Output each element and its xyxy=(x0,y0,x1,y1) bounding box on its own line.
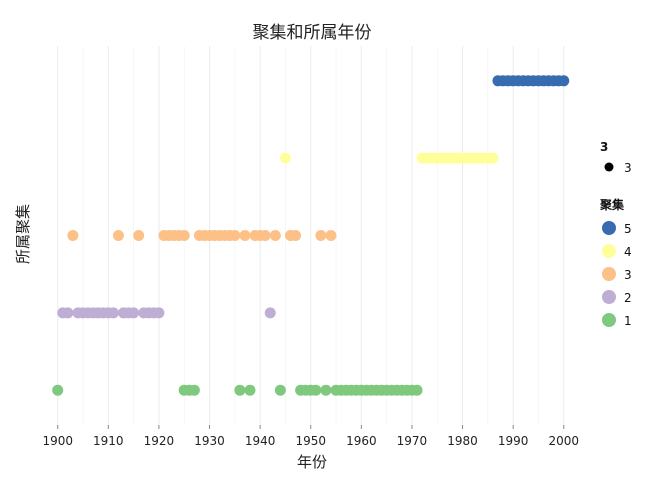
data-point-cluster-3 xyxy=(269,230,281,241)
data-point-cluster-1 xyxy=(274,384,286,396)
legend-label-3: 3 xyxy=(624,268,632,282)
x-tick-label: 1990 xyxy=(498,434,529,448)
x-tick-label: 1920 xyxy=(144,434,175,448)
plot-area xyxy=(52,75,570,396)
data-point-cluster-3 xyxy=(133,230,145,241)
legend-label-4: 4 xyxy=(624,245,632,259)
data-point-cluster-2 xyxy=(153,307,165,319)
data-point-cluster-3 xyxy=(259,230,271,241)
x-tick-label: 1930 xyxy=(194,434,225,448)
color-legend: 聚集 5 4 3 2 1 xyxy=(599,197,632,328)
data-point-cluster-1 xyxy=(52,384,64,396)
data-point-cluster-4 xyxy=(487,152,499,164)
size-legend: 3 3 xyxy=(600,140,632,175)
x-axis-title: 年份 xyxy=(297,453,327,471)
data-point-cluster-1 xyxy=(244,384,256,396)
y-axis-title: 所属聚集 xyxy=(14,204,32,264)
data-point-cluster-3 xyxy=(290,230,302,241)
x-tick-label: 1910 xyxy=(93,434,124,448)
x-axis: 1900 1910 1920 1930 1940 1950 1960 1970 1980 1990… xyxy=(42,425,579,448)
x-tick-label: 2000 xyxy=(548,434,579,448)
data-point-cluster-3 xyxy=(178,230,190,241)
data-point-cluster-2 xyxy=(107,307,119,319)
x-tick-label: 1900 xyxy=(42,434,73,448)
size-legend-label: 3 xyxy=(624,161,632,175)
legend-label-1: 1 xyxy=(624,314,632,328)
legend-key-2 xyxy=(602,290,616,304)
x-tick-label: 1950 xyxy=(295,434,326,448)
data-point-cluster-3 xyxy=(112,230,124,241)
data-point-cluster-3 xyxy=(67,230,79,241)
data-point-cluster-3 xyxy=(325,230,337,241)
data-point-cluster-2 xyxy=(62,307,74,319)
data-point-cluster-3 xyxy=(229,230,241,241)
data-point-cluster-2 xyxy=(264,307,276,319)
data-point-cluster-2 xyxy=(128,307,140,319)
legend-key-3 xyxy=(602,267,616,281)
data-point-cluster-5 xyxy=(558,75,570,87)
data-point-cluster-3 xyxy=(315,230,327,241)
data-point-cluster-1 xyxy=(310,384,322,396)
data-point-cluster-1 xyxy=(411,384,423,396)
data-point-cluster-4 xyxy=(279,152,291,164)
x-tick-label: 1970 xyxy=(397,434,428,448)
data-point-cluster-1 xyxy=(320,384,332,396)
legend-key-5 xyxy=(602,221,616,235)
legend-key-4 xyxy=(602,244,616,258)
chart-title: 聚集和所属年份 xyxy=(253,23,372,43)
data-point-cluster-1 xyxy=(234,384,246,396)
data-point-cluster-1 xyxy=(188,384,200,396)
x-tick-label: 1940 xyxy=(245,434,276,448)
x-tick-label: 1980 xyxy=(447,434,478,448)
legend-label-2: 2 xyxy=(624,291,632,305)
legend-label-5: 5 xyxy=(624,222,632,236)
data-point-cluster-3 xyxy=(239,230,251,241)
size-legend-title: 3 xyxy=(600,140,608,154)
legend-key-1 xyxy=(602,313,616,327)
size-legend-key xyxy=(604,162,614,172)
color-legend-title: 聚集 xyxy=(599,197,625,212)
x-tick-label: 1960 xyxy=(346,434,377,448)
